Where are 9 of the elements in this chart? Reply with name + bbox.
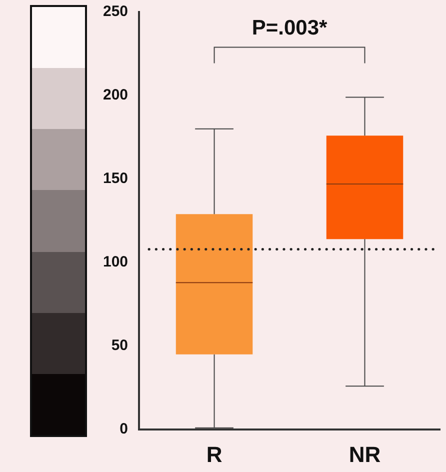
y-tick-label: 100 [102,254,128,271]
y-tick-label: 200 [102,86,128,104]
annotation: P=.003* [252,16,328,40]
x-tick-label: NR [348,442,381,467]
y-tick-label: 250 [102,3,128,20]
y-tick-label: 150 [102,170,128,188]
y-tick-label: 50 [111,337,128,354]
y-tick-label: 0 [120,420,128,438]
x-tick-label: R [206,442,222,467]
